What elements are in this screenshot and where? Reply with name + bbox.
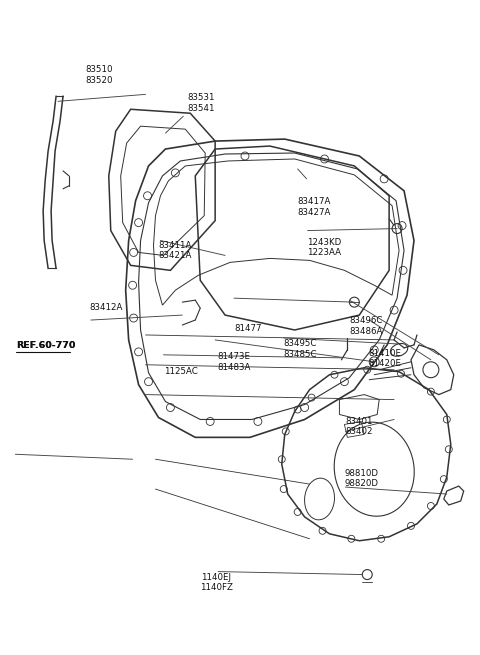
Text: 98810D
98820D: 98810D 98820D [345, 469, 379, 488]
Text: 1125AC: 1125AC [164, 367, 197, 376]
Text: 83531
83541: 83531 83541 [188, 93, 215, 113]
Text: REF.60-770: REF.60-770 [16, 341, 75, 350]
Text: 1243KD
1223AA: 1243KD 1223AA [307, 238, 341, 257]
Text: 83401
83402: 83401 83402 [345, 417, 372, 436]
Text: 81410E
81420E: 81410E 81420E [369, 349, 402, 369]
Text: 83412A: 83412A [90, 303, 123, 312]
Text: 81477: 81477 [234, 324, 262, 333]
Text: REF.60-770: REF.60-770 [16, 341, 75, 350]
Text: 81473E
81483A: 81473E 81483A [217, 352, 251, 372]
Text: 83496C
83486A: 83496C 83486A [350, 316, 383, 336]
Text: 1140EJ
1140FZ: 1140EJ 1140FZ [200, 573, 233, 593]
Text: 83417A
83427A: 83417A 83427A [297, 197, 331, 217]
Text: 83495C
83485C: 83495C 83485C [283, 339, 316, 359]
Text: 83510
83520: 83510 83520 [85, 65, 112, 84]
Text: 83411A
83421A: 83411A 83421A [159, 241, 192, 260]
